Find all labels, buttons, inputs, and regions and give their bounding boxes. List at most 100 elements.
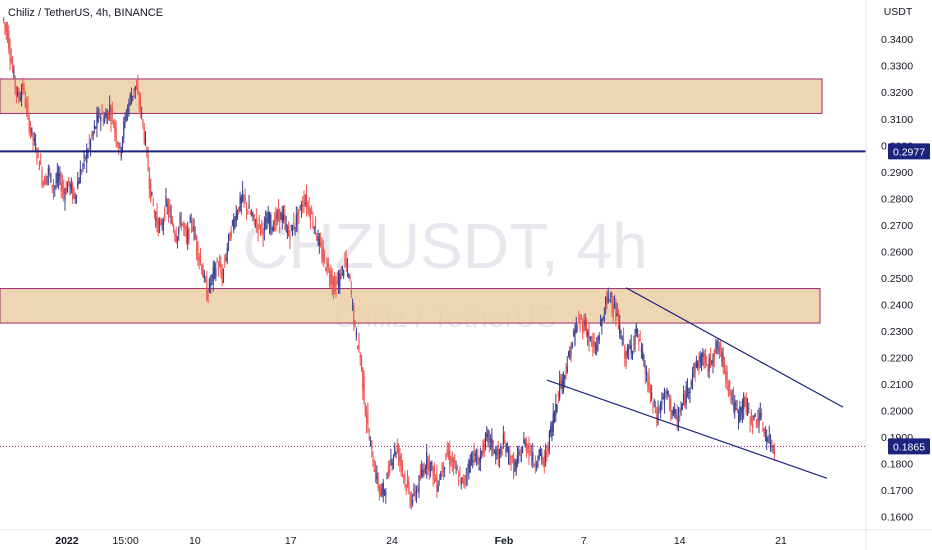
candle-body: [180, 221, 182, 226]
candle-body: [658, 408, 660, 410]
candle-body: [403, 475, 405, 477]
candle-body: [760, 413, 763, 417]
candle-body: [478, 466, 480, 471]
candle-body: [22, 82, 24, 90]
candle-body: [454, 459, 456, 464]
candle-body: [366, 415, 368, 424]
candle-body: [639, 339, 641, 341]
candle-body: [197, 243, 199, 260]
candle-body: [562, 372, 565, 384]
candle-body: [330, 270, 332, 285]
candle-body: [392, 456, 395, 460]
candle-body: [467, 473, 469, 476]
candle-body: [611, 301, 613, 307]
candle-body: [312, 220, 314, 226]
candle-body: [417, 489, 419, 491]
current-price-tag: [888, 438, 930, 455]
candle-body: [55, 182, 57, 184]
resistance-zones[interactable]: [0, 78, 823, 324]
candle-body: [672, 407, 674, 415]
candle-body: [670, 398, 672, 412]
candle-body: [397, 446, 400, 462]
candle-body: [64, 192, 66, 201]
candle-body: [428, 459, 430, 472]
candle-body: [582, 320, 584, 331]
candle-body: [620, 331, 622, 339]
candle-body: [116, 142, 118, 145]
candle-body: [415, 491, 418, 499]
candle-body: [730, 389, 732, 400]
candle-body: [169, 206, 171, 212]
candle-body: [748, 408, 750, 410]
candle-body: [635, 324, 637, 334]
candle-body: [150, 178, 152, 201]
candle-body: [217, 267, 219, 270]
candle-body: [613, 303, 616, 309]
candle-body: [96, 114, 98, 128]
candle-body: [229, 233, 231, 241]
candle-body: [135, 88, 138, 90]
candle-body: [699, 355, 701, 363]
candle-body: [151, 191, 153, 197]
candle-body: [147, 155, 149, 171]
candle-body: [317, 235, 319, 241]
candle-body: [528, 443, 530, 455]
current-price-tag-label: 0.1865: [893, 441, 925, 453]
candle-body: [529, 450, 531, 452]
price-tick-label: 0.1600: [881, 512, 913, 524]
candle-body: [645, 374, 648, 376]
candle-body: [500, 446, 502, 455]
candle-body: [663, 390, 666, 405]
resistance-zone[interactable]: [0, 288, 821, 324]
time-tick-label: 10: [189, 535, 201, 547]
candle-body: [477, 455, 479, 464]
candle-body: [443, 467, 446, 469]
candle-body: [757, 418, 759, 422]
candle-body: [651, 392, 653, 399]
candle-body: [286, 230, 288, 234]
candle-body: [492, 440, 494, 452]
candle-body: [198, 257, 200, 260]
candle-body: [537, 460, 539, 467]
candle-body: [636, 329, 639, 333]
candle-body: [544, 451, 547, 459]
candle-body: [718, 346, 721, 353]
candle-body: [615, 307, 617, 321]
resistance-zone[interactable]: [0, 78, 823, 114]
candle-body: [473, 446, 475, 464]
time-axis[interactable]: 2022 15:00 10 17 24 Feb 7 14 21: [0, 529, 932, 547]
candle-body: [31, 127, 33, 134]
candle-body: [133, 88, 135, 93]
candle-body: [185, 234, 188, 237]
candle-body: [20, 90, 23, 100]
candle-body: [187, 229, 189, 243]
candle-body: [211, 274, 213, 278]
candle-body: [36, 155, 38, 158]
candle-body: [505, 450, 507, 454]
candle-body: [400, 454, 402, 466]
candle-body: [629, 346, 631, 349]
candle-body: [433, 467, 435, 476]
drawings[interactable]: [0, 150, 866, 479]
candle-body: [506, 443, 508, 452]
candle-body: [565, 370, 567, 376]
candle-body: [590, 337, 593, 344]
wedge-upper-trendline[interactable]: [625, 287, 844, 408]
price-axis[interactable]: USDT 0.34000.33000.32000.31000.30000.290…: [865, 0, 913, 550]
candle-body: [328, 275, 331, 278]
wedge-lower-trendline[interactable]: [546, 379, 828, 479]
candle-body: [459, 474, 461, 476]
candle-body: [547, 446, 549, 452]
candle-body: [633, 343, 635, 346]
candle-body: [302, 204, 304, 207]
candle-body: [548, 430, 551, 450]
candle-body: [33, 138, 35, 141]
candle-body: [482, 443, 484, 453]
candle-body: [61, 182, 64, 191]
candle-body: [484, 435, 487, 443]
candle-body: [11, 63, 14, 71]
candle-body: [244, 198, 246, 201]
candle-body: [679, 416, 681, 418]
candle-body: [450, 460, 452, 466]
